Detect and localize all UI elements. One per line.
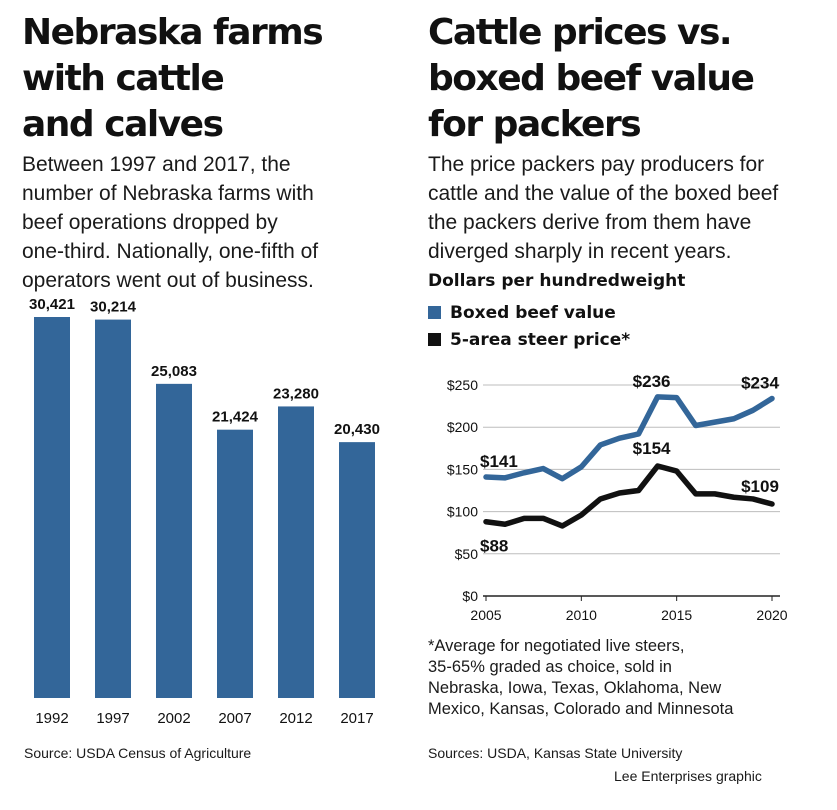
x-tick-label: 1997 [96,710,129,727]
left-title-line: Nebraska farms [22,12,324,53]
bar-value-label: 20,430 [334,421,380,438]
bar [217,429,253,698]
right-panel: Cattle prices vs. boxed beef value for p… [428,0,828,266]
right-title-line: boxed beef value [428,58,755,99]
y-tick-label: $200 [447,419,478,435]
data-label: $154 [633,439,671,458]
x-tick-label: 2015 [661,607,692,623]
bar [95,319,131,698]
bar-chart: 30,421 1992 30,214 1997 25,083 2002 21,424 2007… [29,296,380,727]
bar [278,406,314,698]
left-panel: Nebraska farms with cattle and calves Be… [22,0,402,295]
x-tick-label: 2002 [157,710,190,727]
bar-value-label: 23,280 [273,385,319,402]
right-title-line: Cattle prices vs. [428,12,733,53]
legend-swatch-boxed-beef [428,306,441,319]
right-source: Sources: USDA, Kansas State University [428,745,683,761]
x-tick-label: 2017 [340,710,373,727]
y-tick-label: $50 [455,546,479,562]
bar-value-label: 21,424 [212,409,259,426]
left-dek: Between 1997 and 2017, the number of Neb… [22,153,319,292]
legend-item-steer-price: 5-area steer price* [428,330,630,350]
right-title: Cattle prices vs. boxed beef value for p… [428,10,828,148]
left-title: Nebraska farms with cattle and calves [22,10,402,148]
y-tick-label: $100 [447,504,478,520]
left-title-line: and calves [22,104,224,145]
right-dek: The price packers pay producers for catt… [428,153,779,263]
data-label: $109 [741,477,779,496]
bar-value-label: 25,083 [151,363,197,380]
data-label: $88 [480,537,508,556]
bar-value-label: 30,214 [90,299,137,316]
y-tick-label: $0 [462,588,478,604]
data-label: $236 [633,372,671,391]
y-tick-label: $250 [447,377,478,393]
x-tick-label: 2010 [566,607,597,623]
line-chart: $0 $50 $100 $150 $200 $250 2005 2010 2015 2020 $14… [447,372,788,623]
left-source: Source: USDA Census of Agriculture [24,745,252,761]
data-label: $234 [741,374,779,393]
x-tick-label: 1992 [35,710,68,727]
y-tick-label: $150 [447,461,478,477]
legend-label: Boxed beef value [450,303,616,323]
x-tick-label: 2012 [279,710,312,727]
left-title-line: with cattle [22,58,225,99]
bar [339,442,375,698]
credit: Lee Enterprises graphic [614,768,762,784]
legend-swatch-steer-price [428,333,441,346]
legend-item-boxed-beef: Boxed beef value [428,303,616,323]
x-tick-label: 2007 [218,710,251,727]
series-line-boxed-beef [483,394,775,482]
bar-value-label: 30,421 [29,296,75,313]
bar [34,317,70,698]
data-label: $141 [480,452,518,471]
units-label: Dollars per hundredweight [428,271,686,291]
footnote: *Average for negotiated live steers, 35-… [428,637,734,718]
right-title-line: for packers [428,104,642,145]
x-tick-label: 2005 [470,607,501,623]
series-line-steer-price [483,463,775,529]
x-tick-label: 2020 [756,607,787,623]
legend-label: 5-area steer price* [450,330,631,350]
bar [156,383,192,698]
